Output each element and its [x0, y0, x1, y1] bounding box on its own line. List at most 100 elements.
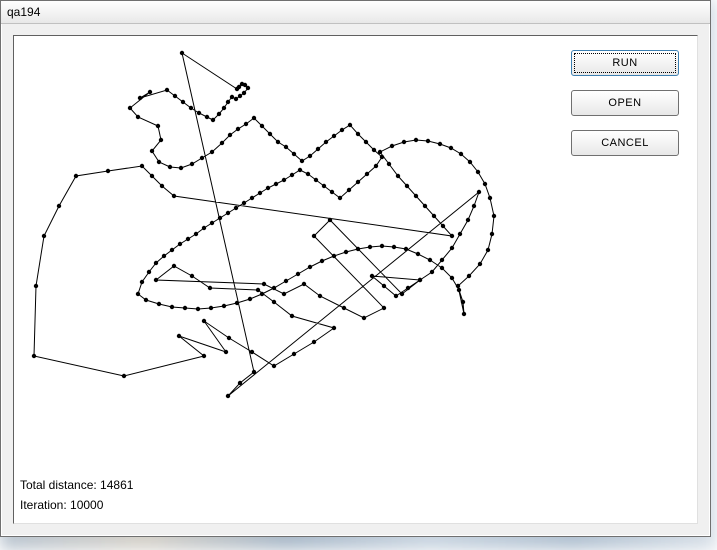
node — [340, 128, 344, 132]
node — [306, 172, 310, 176]
node — [136, 292, 140, 296]
node — [260, 124, 264, 128]
node — [296, 272, 300, 276]
node — [140, 280, 144, 284]
node — [260, 292, 264, 296]
node — [170, 305, 174, 309]
node — [432, 214, 436, 218]
node — [136, 115, 140, 119]
node — [148, 90, 152, 94]
node — [157, 302, 161, 306]
node — [456, 284, 460, 288]
node — [458, 232, 462, 236]
node — [222, 106, 226, 110]
node — [34, 284, 38, 288]
app-window: qa194 RUN OPEN CANCEL Total distance: 14… — [0, 0, 711, 537]
node — [258, 191, 262, 195]
node — [284, 145, 288, 149]
node — [250, 196, 254, 200]
node — [242, 91, 246, 95]
node — [477, 190, 481, 194]
node — [390, 144, 394, 148]
node — [210, 150, 214, 154]
node — [338, 196, 342, 200]
node — [252, 116, 256, 120]
node — [220, 141, 224, 145]
node — [282, 178, 286, 182]
node — [378, 150, 382, 154]
node — [368, 245, 372, 249]
run-button[interactable]: RUN — [571, 50, 679, 76]
node — [347, 188, 351, 192]
open-button[interactable]: OPEN — [571, 90, 679, 116]
node — [196, 307, 200, 311]
cancel-button[interactable]: CANCEL — [571, 130, 679, 156]
node — [189, 106, 193, 110]
titlebar[interactable]: qa194 — [1, 1, 710, 24]
node — [42, 234, 46, 238]
node — [202, 319, 206, 323]
node — [248, 297, 252, 301]
node — [449, 146, 453, 150]
node — [316, 147, 320, 151]
node — [414, 138, 418, 142]
node — [168, 165, 172, 169]
node — [32, 354, 36, 358]
iteration-value: 10000 — [70, 498, 103, 512]
node — [272, 286, 276, 290]
node — [394, 294, 398, 298]
node — [308, 265, 312, 269]
node — [234, 97, 238, 101]
node — [392, 245, 396, 249]
node — [178, 242, 182, 246]
node — [177, 334, 181, 338]
node — [173, 94, 177, 98]
node — [298, 168, 302, 172]
node — [144, 298, 148, 302]
node — [250, 350, 254, 354]
node — [382, 284, 386, 288]
node — [365, 172, 369, 176]
node — [276, 140, 280, 144]
node — [179, 166, 183, 170]
node — [426, 139, 430, 143]
node — [211, 118, 215, 122]
node — [356, 247, 360, 251]
node — [404, 247, 408, 251]
node — [462, 312, 466, 316]
node — [406, 286, 410, 290]
node — [438, 142, 442, 146]
tsp-graph — [14, 36, 554, 436]
node — [256, 288, 260, 292]
node — [478, 262, 482, 266]
node — [370, 274, 374, 278]
node — [74, 174, 78, 178]
node — [162, 254, 166, 258]
node — [348, 123, 352, 127]
node — [328, 218, 332, 222]
node — [282, 292, 286, 296]
node — [284, 279, 288, 283]
node — [190, 274, 194, 278]
node — [197, 111, 201, 115]
total-distance-line: Total distance: 14861 — [20, 475, 133, 495]
node — [205, 115, 209, 119]
node — [150, 149, 154, 153]
node — [450, 234, 454, 238]
node — [418, 278, 422, 282]
node — [238, 94, 242, 98]
node — [472, 204, 476, 208]
node — [476, 170, 480, 174]
node — [172, 264, 176, 268]
iteration-line: Iteration: 10000 — [20, 495, 133, 515]
node — [396, 174, 400, 178]
node — [246, 86, 250, 90]
node — [266, 186, 270, 190]
node — [128, 106, 132, 110]
status-panel: Total distance: 14861 Iteration: 10000 — [20, 475, 133, 515]
node — [226, 211, 230, 215]
node — [180, 51, 184, 55]
node — [490, 232, 494, 236]
node — [314, 178, 318, 182]
node — [342, 306, 346, 310]
